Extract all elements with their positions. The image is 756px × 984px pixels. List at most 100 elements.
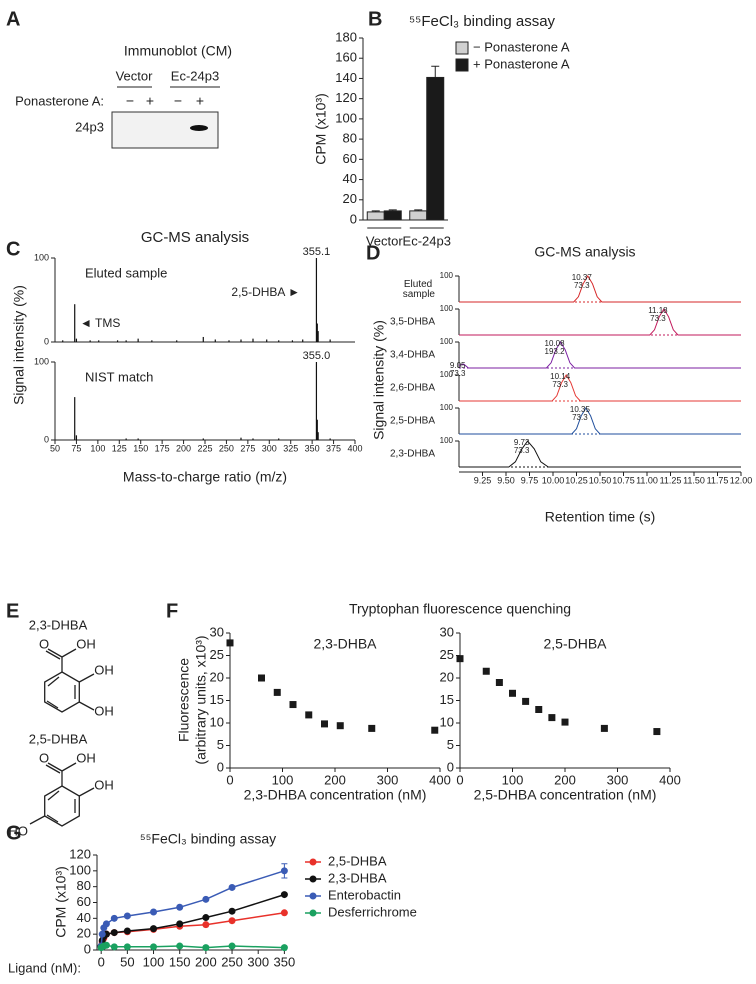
x-tick-label: 350: [305, 443, 320, 453]
y-axis-label: CPM (x10³): [53, 866, 69, 938]
legend-label: Enterobactin: [328, 887, 401, 902]
trace: [459, 308, 741, 336]
peak-label: 10.35: [570, 405, 591, 414]
y-tick-label: 100: [440, 370, 454, 379]
annotation: ◄ TMS: [80, 316, 120, 330]
blot-group: Vector: [116, 68, 154, 83]
peak-label: 9.05: [450, 361, 466, 370]
point: [176, 903, 184, 911]
point: [280, 909, 288, 917]
panel-label: E: [6, 600, 19, 622]
point: [305, 711, 313, 719]
atom: OH: [76, 636, 96, 651]
x-tick-label: 250: [221, 954, 243, 969]
y-tick-label: 10: [440, 714, 454, 729]
bar: [366, 211, 385, 221]
peak-label: 73.3: [650, 314, 666, 323]
x-tick-label: 200: [195, 954, 217, 969]
x-tick-label: 9.25: [474, 475, 492, 485]
y-tick-label: 100: [34, 356, 49, 366]
y-axis-label: Signal intensity (%): [371, 320, 387, 440]
point: [150, 943, 158, 951]
point: [600, 724, 608, 732]
bonds: [29, 762, 95, 825]
y-tick-label: 80: [343, 131, 357, 146]
y-tick-label: 120: [69, 846, 91, 861]
y-tick-label: 120: [335, 90, 357, 105]
y-tick-label: 60: [77, 894, 91, 909]
peak-label: 9.73: [514, 438, 530, 447]
chart-title: ⁵⁵FeCl₃ binding assay: [140, 831, 276, 847]
trace: [459, 407, 741, 435]
blot-title: Immunoblot (CM): [124, 43, 232, 59]
treatment: −: [126, 93, 134, 109]
x-tick-label: 300: [607, 772, 629, 787]
point: [123, 912, 131, 920]
point: [176, 942, 184, 950]
point: [368, 724, 376, 732]
y-tick-label: 60: [343, 151, 357, 166]
treatment: +: [146, 93, 154, 109]
peak-label: 355.0: [303, 350, 331, 362]
point: [202, 895, 210, 903]
point: [653, 728, 661, 736]
bar: [426, 76, 445, 221]
legend-label: Desferrichrome: [328, 904, 417, 919]
y-tick-label: 40: [77, 910, 91, 925]
x-tick-label: 0: [456, 772, 463, 787]
y-tick-label: 0: [217, 759, 224, 774]
point: [228, 917, 236, 925]
y-tick-label: 5: [447, 737, 454, 752]
y-tick-label: 20: [440, 669, 454, 684]
y-tick-label: 20: [343, 191, 357, 206]
y-tick-label: 5: [217, 737, 224, 752]
structures: 2,3-DHBA O OH OH OH 2,5-DHBA O OH OH HO: [9, 617, 114, 838]
panel-label: B: [368, 8, 382, 30]
x-tick-label: 10.50: [589, 475, 612, 485]
x-tick-label: 100: [90, 443, 105, 453]
x-tick-label: 100: [502, 772, 524, 787]
label-line: sample: [403, 289, 436, 300]
point: [280, 944, 288, 952]
point: [102, 920, 110, 928]
point: [202, 921, 210, 929]
x-tick-label: 50: [120, 954, 134, 969]
row-label: Ponasterone A:: [15, 93, 104, 108]
point: [258, 674, 265, 682]
ring: [44, 785, 80, 827]
peak-label: 193.2: [545, 347, 566, 356]
atom: HO: [9, 823, 29, 838]
x-axis-label: Ligand (nM):: [8, 960, 81, 975]
point: [495, 679, 503, 686]
panel-label: D: [366, 242, 380, 264]
y-tick-label: 100: [440, 271, 454, 280]
y-tick-label: 180: [335, 29, 357, 44]
peak-label: 10.14: [550, 372, 571, 381]
panel-label: F: [166, 600, 178, 622]
y-tick-label: 80: [77, 878, 91, 893]
trace: [459, 374, 741, 402]
x-tick-label: Ec-24p3: [403, 233, 451, 248]
y-tick-label: 25: [210, 647, 224, 662]
structure-name: 2,5-DHBA: [29, 731, 88, 746]
y-tick-label: 100: [440, 304, 454, 313]
y-tick-label: 40: [343, 171, 357, 186]
peak-label: 73.3: [450, 369, 466, 378]
y-tick-label: 0: [350, 211, 357, 226]
bonds: [45, 648, 95, 711]
point: [561, 718, 569, 726]
x-tick-label: 400: [429, 772, 451, 787]
x-tick-label: 11.75: [707, 475, 729, 485]
y-tick-label: 15: [210, 692, 224, 707]
point: [273, 688, 281, 696]
row-label: 3,5-DHBA: [390, 317, 435, 328]
y-tick-label: 30: [440, 624, 454, 639]
x-tick-label: 10.75: [612, 475, 635, 485]
point: [150, 925, 158, 933]
atom: OH: [94, 703, 114, 718]
y-tick-label: 20: [77, 926, 91, 941]
y-tick-label: 0: [44, 336, 49, 346]
legend-swatch: [455, 41, 469, 55]
y-tick-label: 30: [210, 624, 224, 639]
point: [228, 883, 236, 891]
